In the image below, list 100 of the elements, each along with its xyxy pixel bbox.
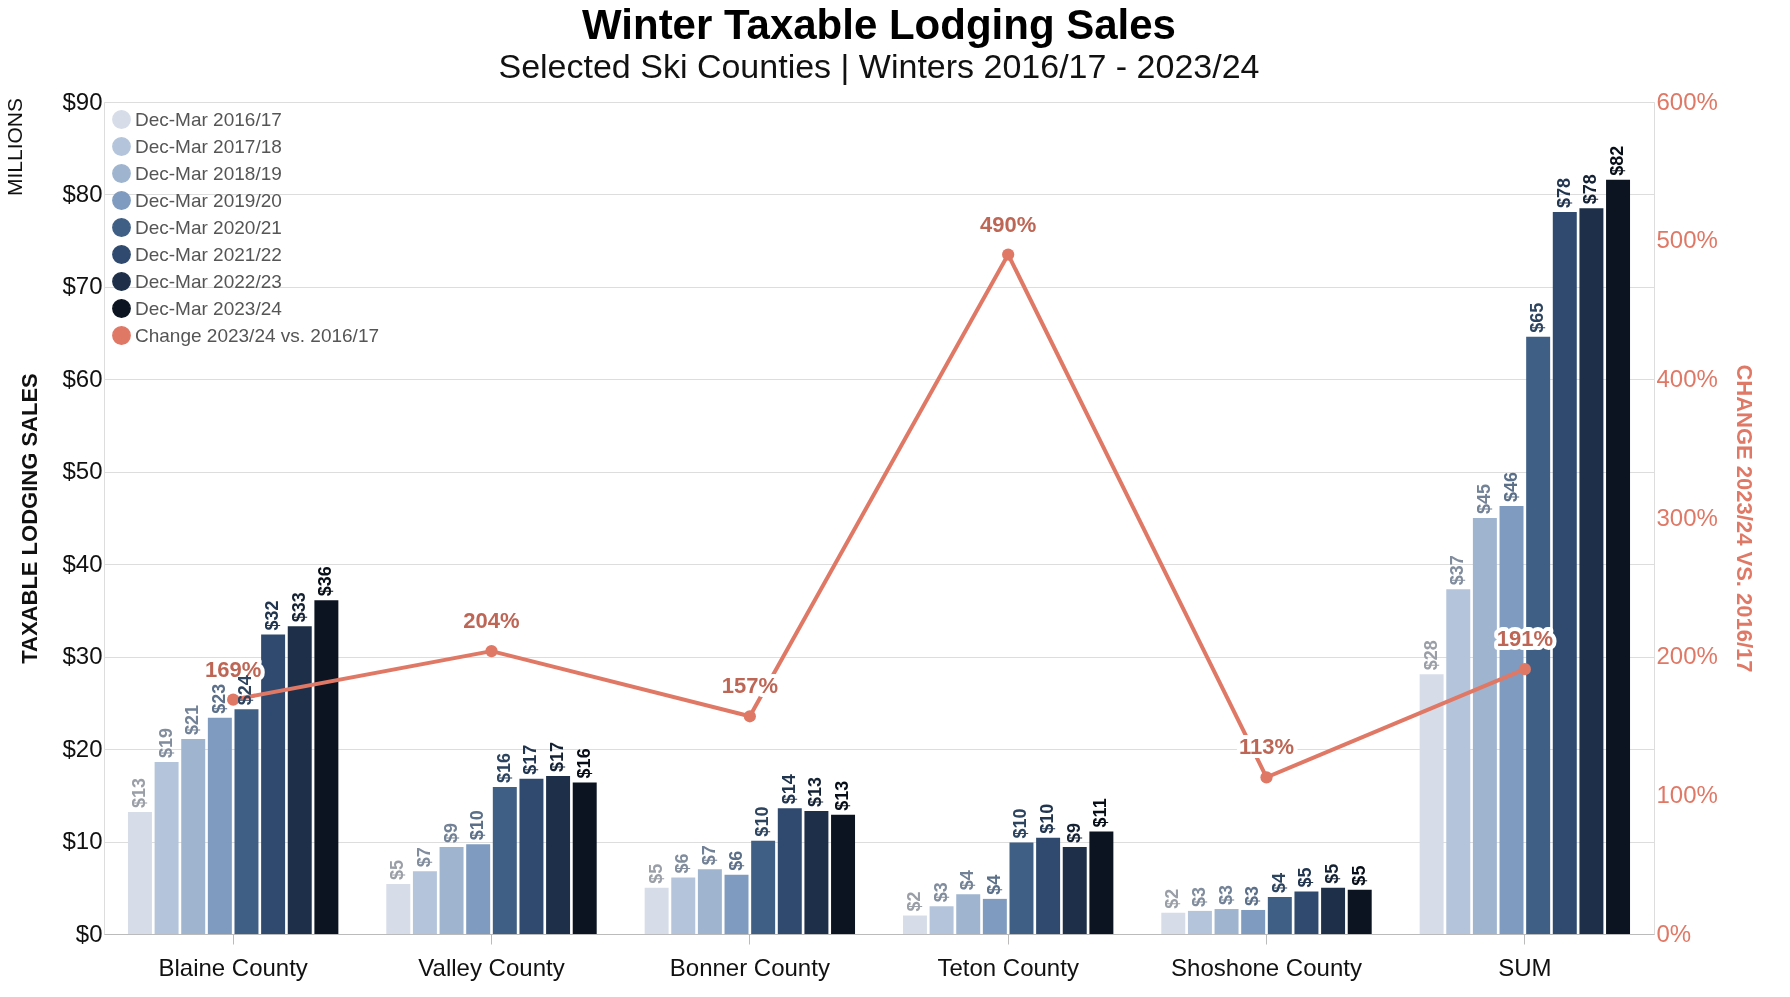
data-label: $45: [1473, 483, 1494, 514]
legend-label: Dec-Mar 2023/24: [135, 297, 283, 319]
y-tick-label: $20: [62, 734, 103, 762]
data-label: $16: [493, 752, 514, 784]
data-label: $7: [698, 845, 719, 866]
data-label: $36: [315, 566, 336, 597]
bar: [572, 782, 597, 934]
bar: [1062, 847, 1087, 934]
bar: [831, 814, 856, 934]
data-label: $10: [1010, 808, 1031, 839]
data-label: $65: [1527, 302, 1548, 333]
data-label: $3: [1242, 885, 1263, 906]
bar: [697, 869, 722, 934]
bar: [644, 887, 669, 934]
data-label: $3: [1188, 886, 1209, 907]
y-tick-label: $60: [62, 364, 103, 392]
bar: [207, 717, 232, 934]
chart-subtitle: Selected Ski Counties | Winters 2016/17 - 2023/24: [498, 47, 1260, 85]
bar: [1472, 518, 1497, 934]
data-label: 191%: [1496, 626, 1553, 652]
data-label: $19: [155, 728, 176, 759]
data-label: $4: [1268, 872, 1289, 894]
data-label: $2: [1162, 888, 1183, 909]
x-tick-label: Shoshone County: [1171, 953, 1362, 981]
bar: [439, 847, 464, 934]
legend-label: Dec-Mar 2021/22: [135, 243, 282, 265]
bar: [1161, 912, 1186, 934]
data-label: $4: [957, 870, 978, 891]
legend-label: Change 2023/24 vs. 2016/17: [135, 324, 380, 346]
bar: [929, 906, 954, 934]
data-label: $23: [208, 683, 229, 714]
y-tick-label: $50: [62, 457, 103, 485]
data-label: $32: [262, 600, 283, 631]
legend-label: Dec-Mar 2016/17: [135, 108, 282, 130]
point: [743, 710, 756, 723]
bar: [287, 626, 312, 934]
legend-label: Dec-Mar 2019/20: [135, 189, 282, 211]
bar: [1036, 837, 1061, 934]
y2-tick-label: 400%: [1656, 364, 1718, 392]
y2-tick-label: 500%: [1656, 226, 1718, 254]
data-label: $4: [983, 874, 1004, 895]
chart-title: Winter Taxable Lodging Sales: [582, 1, 1176, 48]
data-label: $5: [1322, 863, 1343, 884]
y-tick-label: $30: [62, 642, 103, 670]
legend-label: Dec-Mar 2022/23: [135, 270, 282, 292]
bar: [519, 778, 544, 934]
legend-label: Dec-Mar 2020/21: [135, 216, 282, 238]
bar: [412, 871, 437, 934]
data-label: $17: [520, 744, 541, 775]
bar: [777, 808, 802, 934]
data-label: $78: [1580, 174, 1601, 205]
bar: [751, 840, 776, 934]
x-tick-label: Valley County: [418, 953, 565, 981]
y-tick-label: $40: [62, 549, 103, 577]
bar: [1187, 910, 1212, 934]
bar: [1214, 909, 1239, 934]
data-label: $6: [672, 853, 693, 874]
x-tick-label: Blaine County: [158, 953, 308, 981]
data-label: $10: [1037, 803, 1058, 834]
data-label: $28: [1420, 640, 1441, 671]
bar: [1321, 887, 1346, 934]
data-label: $33: [288, 592, 309, 623]
bar: [386, 884, 411, 934]
bar: [1241, 909, 1266, 934]
data-label: $13: [128, 777, 149, 808]
bar: [234, 709, 259, 934]
y-axis-title: TAXABLE LODGING SALES: [17, 373, 43, 664]
data-label: $5: [645, 863, 666, 884]
bar: [492, 787, 517, 934]
y-tick-label: $0: [75, 919, 103, 947]
point: [485, 645, 498, 658]
data-label: $6: [725, 850, 746, 871]
data-label: $5: [1348, 865, 1369, 886]
y2-tick-label: 0%: [1656, 919, 1692, 947]
data-label: $82: [1607, 145, 1628, 176]
legend-label: Dec-Mar 2018/19: [135, 162, 282, 184]
legend-label: Dec-Mar 2017/18: [135, 135, 282, 157]
bar: [1606, 179, 1631, 934]
data-label: $5: [387, 860, 408, 881]
bar: [902, 915, 927, 934]
data-label: $16: [573, 748, 594, 779]
data-label: $3: [930, 882, 951, 903]
bar: [314, 600, 339, 934]
data-label: $11: [1090, 798, 1111, 828]
data-label: $13: [805, 777, 826, 808]
bar: [1009, 842, 1034, 934]
data-label: $14: [778, 774, 799, 805]
data-label: 490%: [980, 211, 1037, 237]
data-label: 204%: [463, 608, 520, 634]
data-label: $46: [1500, 471, 1521, 502]
text: MILLIONS: [3, 97, 26, 197]
data-label: $5: [1295, 867, 1316, 888]
bar: [956, 894, 981, 934]
bar: [982, 898, 1007, 934]
data-label: $9: [440, 823, 461, 844]
data-label: $7: [413, 847, 434, 868]
x-tick-label: Teton County: [937, 953, 1079, 981]
bar: [804, 811, 829, 934]
data-label: $2: [903, 891, 924, 912]
data-label: $3: [1215, 885, 1236, 906]
